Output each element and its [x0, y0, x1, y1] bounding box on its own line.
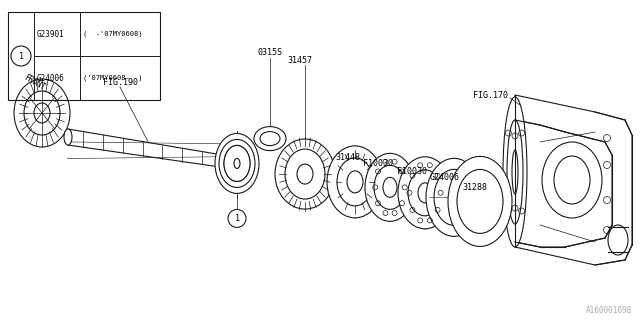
Ellipse shape	[297, 164, 313, 184]
Ellipse shape	[374, 165, 406, 209]
Ellipse shape	[275, 139, 335, 209]
Text: G24006: G24006	[430, 172, 460, 181]
Text: (  -'07MY0608): ( -'07MY0608)	[83, 31, 143, 37]
Ellipse shape	[426, 158, 482, 236]
Ellipse shape	[260, 132, 280, 146]
Ellipse shape	[448, 156, 512, 246]
Text: 1: 1	[19, 52, 24, 60]
Ellipse shape	[321, 166, 333, 182]
Text: FIG.170: FIG.170	[472, 91, 508, 100]
Ellipse shape	[408, 170, 442, 216]
Text: G23901: G23901	[37, 29, 65, 38]
Ellipse shape	[337, 158, 373, 206]
Ellipse shape	[64, 129, 72, 145]
Text: 1: 1	[234, 214, 239, 223]
Ellipse shape	[234, 158, 240, 168]
Ellipse shape	[224, 145, 250, 181]
Text: F10030: F10030	[363, 158, 393, 167]
Ellipse shape	[219, 140, 255, 188]
Ellipse shape	[398, 157, 452, 229]
Polygon shape	[68, 142, 237, 158]
Ellipse shape	[215, 133, 259, 193]
Ellipse shape	[285, 149, 325, 199]
Text: 31448: 31448	[335, 153, 360, 162]
Text: FRONT: FRONT	[22, 73, 47, 93]
Ellipse shape	[608, 225, 628, 255]
Ellipse shape	[457, 169, 503, 233]
Text: G24006: G24006	[37, 74, 65, 83]
Ellipse shape	[512, 150, 518, 194]
Ellipse shape	[254, 127, 286, 151]
Text: A160001098: A160001098	[586, 306, 632, 315]
Ellipse shape	[554, 156, 590, 204]
Text: FIG.190: FIG.190	[102, 77, 138, 86]
Ellipse shape	[542, 142, 602, 218]
Ellipse shape	[418, 183, 432, 203]
Ellipse shape	[14, 79, 70, 147]
Text: ('07MY0608-  ): ('07MY0608- )	[83, 75, 143, 81]
Polygon shape	[515, 95, 632, 265]
Text: 0315S: 0315S	[257, 47, 282, 57]
Ellipse shape	[503, 97, 527, 247]
Ellipse shape	[229, 151, 245, 175]
Ellipse shape	[327, 146, 383, 218]
Text: 31457: 31457	[287, 55, 312, 65]
Ellipse shape	[507, 120, 523, 224]
Ellipse shape	[24, 91, 60, 135]
Ellipse shape	[224, 145, 250, 181]
Ellipse shape	[34, 103, 50, 123]
Ellipse shape	[347, 171, 363, 193]
Ellipse shape	[383, 177, 397, 197]
Ellipse shape	[434, 169, 474, 225]
Text: 31288: 31288	[463, 182, 488, 191]
Ellipse shape	[365, 153, 415, 221]
Bar	[8, 12, 160, 100]
Text: F10030: F10030	[397, 166, 427, 175]
